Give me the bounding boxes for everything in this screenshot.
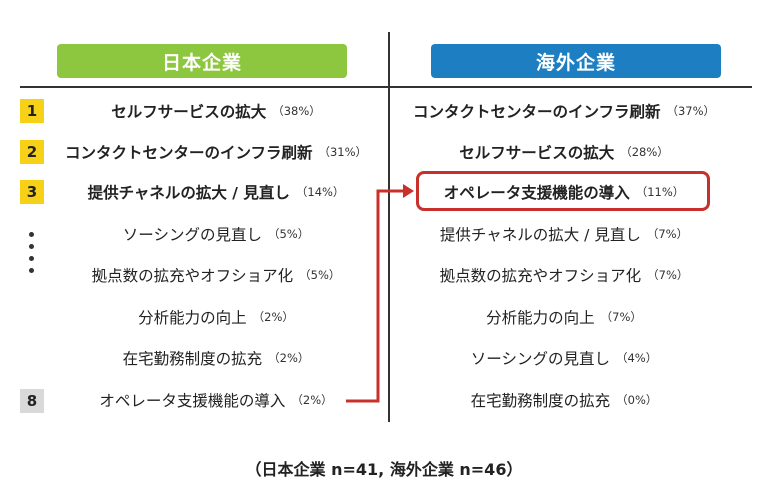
overseas-item-label: ソーシングの見直し [470,350,610,368]
sample-size-note: （日本企業 n=41, 海外企業 n=46） [245,460,523,479]
japan-item-6: 分析能力の向上 （2%） [50,304,382,330]
overseas-item-pct: （37%） [666,104,716,118]
japan-item-label: 在宅勤務制度の拡充 [122,350,263,368]
japan-item-4: ソーシングの見直し （5%） [50,221,382,247]
overseas-item-6: 分析能力の向上 （7%） [398,304,730,330]
overseas-item-5: 拠点数の拡充やオフショア化 （7%） [398,262,730,288]
overseas-item-label: セルフサービスの拡大 [459,144,615,162]
japan-item-2: コンタクトセンターのインフラ刷新 （31%） [50,139,382,165]
japan-item-label: コンタクトセンターのインフラ刷新 [64,144,313,162]
japan-item-label: オペレータ支援機能の導入 [99,392,286,410]
ellipsis-dots [28,232,36,280]
column-divider [388,32,390,422]
dot [29,232,34,237]
overseas-item-8: 在宅勤務制度の拡充 （0%） [398,387,730,413]
overseas-item-pct: （7%） [647,268,689,282]
japan-item-pct: （14%） [295,185,345,199]
japan-item-7: 在宅勤務制度の拡充 （2%） [50,345,382,371]
rank-badge-1: 1 [20,99,44,123]
japan-item-pct: （2%） [268,351,310,365]
overseas-item-label: コンタクトセンターのインフラ刷新 [412,103,661,121]
overseas-item-7: ソーシングの見直し （4%） [398,345,730,371]
japan-item-1: セルフサービスの拡大 （38%） [50,98,382,124]
japan-item-pct: （5%） [299,268,341,282]
japan-item-3: 提供チャネルの拡大 / 見直し （14%） [50,179,382,205]
overseas-item-pct: （7%） [600,310,642,324]
rank-badge-3: 3 [20,180,44,204]
overseas-item-label: 在宅勤務制度の拡充 [470,392,611,410]
overseas-item-4: 提供チャネルの拡大 / 見直し （7%） [398,221,730,247]
overseas-item-2: セルフサービスの拡大 （28%） [398,139,730,165]
japan-item-5: 拠点数の拡充やオフショア化 （5%） [50,262,382,288]
overseas-item-pct: （0%） [616,393,658,407]
overseas-item-label: オペレータ支援機能の導入 [443,184,630,202]
japan-column-header: 日本企業 [57,44,347,78]
japan-item-pct: （5%） [267,227,310,241]
overseas-item-1: コンタクトセンターのインフラ刷新 （37%） [398,98,730,124]
japan-item-8: オペレータ支援機能の導入 （2%） [50,387,382,413]
overseas-item-label: 拠点数の拡充やオフショア化 [439,267,642,285]
dot [29,268,34,273]
japan-item-pct: （38%） [272,104,321,118]
dot [29,244,34,249]
japan-item-label: セルフサービスの拡大 [111,103,267,121]
overseas-item-label: 分析能力の向上 [486,309,595,327]
overseas-item-pct: （4%） [615,351,658,365]
overseas-item-pct: （7%） [646,227,689,241]
japan-item-pct: （2%） [291,393,333,407]
highlight-box [416,171,710,211]
overseas-item-pct: （11%） [635,185,685,199]
rank-badge-2: 2 [20,140,44,164]
overseas-item-label: 提供チャネルの拡大 / 見直し [439,226,641,244]
japan-item-pct: （31%） [318,145,368,159]
arrow-head [403,184,414,198]
japan-item-label: ソーシングの見直し [122,226,262,244]
header-divider [20,86,752,88]
overseas-item-pct: （28%） [620,145,669,159]
overseas-item-3: オペレータ支援機能の導入 （11%） [398,179,730,205]
connector-line [346,189,404,403]
japan-item-pct: （2%） [252,310,294,324]
rank-badge-8: 8 [20,389,44,413]
japan-item-label: 拠点数の拡充やオフショア化 [91,267,294,285]
dot [29,256,34,261]
japan-item-label: 分析能力の向上 [138,309,247,327]
japan-item-label: 提供チャネルの拡大 / 見直し [87,184,290,202]
overseas-column-header: 海外企業 [431,44,721,78]
